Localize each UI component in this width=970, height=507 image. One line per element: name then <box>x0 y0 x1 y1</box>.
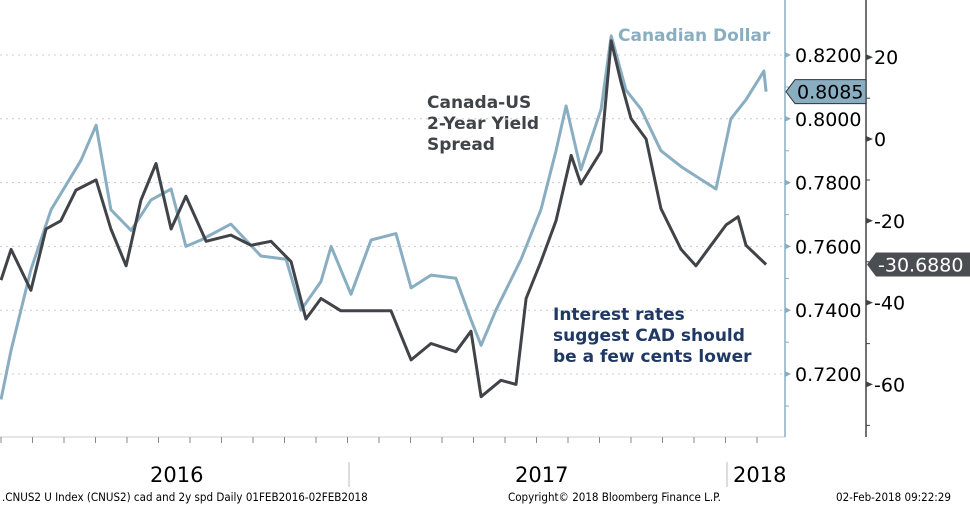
spread-series-label: Canada-US 2-Year Yield Spread <box>427 93 539 156</box>
footer-timestamp: 02-Feb-2018 09:22:29 <box>836 490 951 504</box>
right-axis-tick-label: -20 <box>874 211 905 233</box>
spread-label-line: Spread <box>427 135 495 155</box>
x-tick-label: 2017 <box>515 463 569 487</box>
tick-arrow <box>866 217 873 224</box>
tick-arrow <box>785 115 791 122</box>
tick-arrow <box>785 179 791 186</box>
cad-last-value: 0.8085 <box>797 82 863 104</box>
footer-ticker: .CNUS2 U Index (CNUS2) cad and 2y spd Da… <box>2 490 368 504</box>
left-axis-tick-label: 0.8200 <box>795 45 861 67</box>
x-tick-label: 2016 <box>150 463 204 487</box>
left-axis-tick-label: 0.7800 <box>795 173 861 195</box>
left-axis-tick-label: 0.7400 <box>795 300 861 322</box>
left-axis-tick-label: 0.7600 <box>795 236 861 258</box>
right-axis-tick-label: -40 <box>874 293 905 315</box>
right-axis-tick-label: 20 <box>874 47 898 69</box>
note-line: be a few cents lower <box>553 347 752 367</box>
footer-copyright: Copyright© 2018 Bloomberg Finance L.P. <box>508 490 721 504</box>
note-line: Interest rates <box>553 305 685 325</box>
x-tick-label: 2018 <box>733 463 787 487</box>
tick-arrow <box>785 371 791 377</box>
tick-arrow <box>785 52 791 58</box>
right-axis-tick-label: -60 <box>874 374 905 396</box>
spread-last-value-tag <box>867 252 970 277</box>
tick-arrow <box>785 307 791 314</box>
left-axis-tick-label: 0.7200 <box>795 364 861 386</box>
left-axis-tick-label: 0.8000 <box>795 109 861 131</box>
tick-arrow <box>866 136 873 142</box>
spread-label-line: 2-Year Yield <box>427 114 540 134</box>
spread-last-value: -30.6880 <box>878 255 963 277</box>
tick-arrow <box>866 381 873 388</box>
spread-series-line <box>0 39 768 399</box>
tick-arrow <box>866 54 873 61</box>
note-line: suggest CAD should <box>553 326 745 346</box>
tick-arrow <box>785 243 791 250</box>
spread-label-line: Canada-US <box>427 93 532 113</box>
tick-arrow <box>866 299 873 306</box>
note-annotation: Interest rates suggest CAD should be a f… <box>553 305 752 368</box>
cad-last-value-tag <box>785 79 867 105</box>
right-axis-tick-label: 0 <box>874 129 886 151</box>
cad-series-label: Canadian Dollar <box>618 26 771 46</box>
